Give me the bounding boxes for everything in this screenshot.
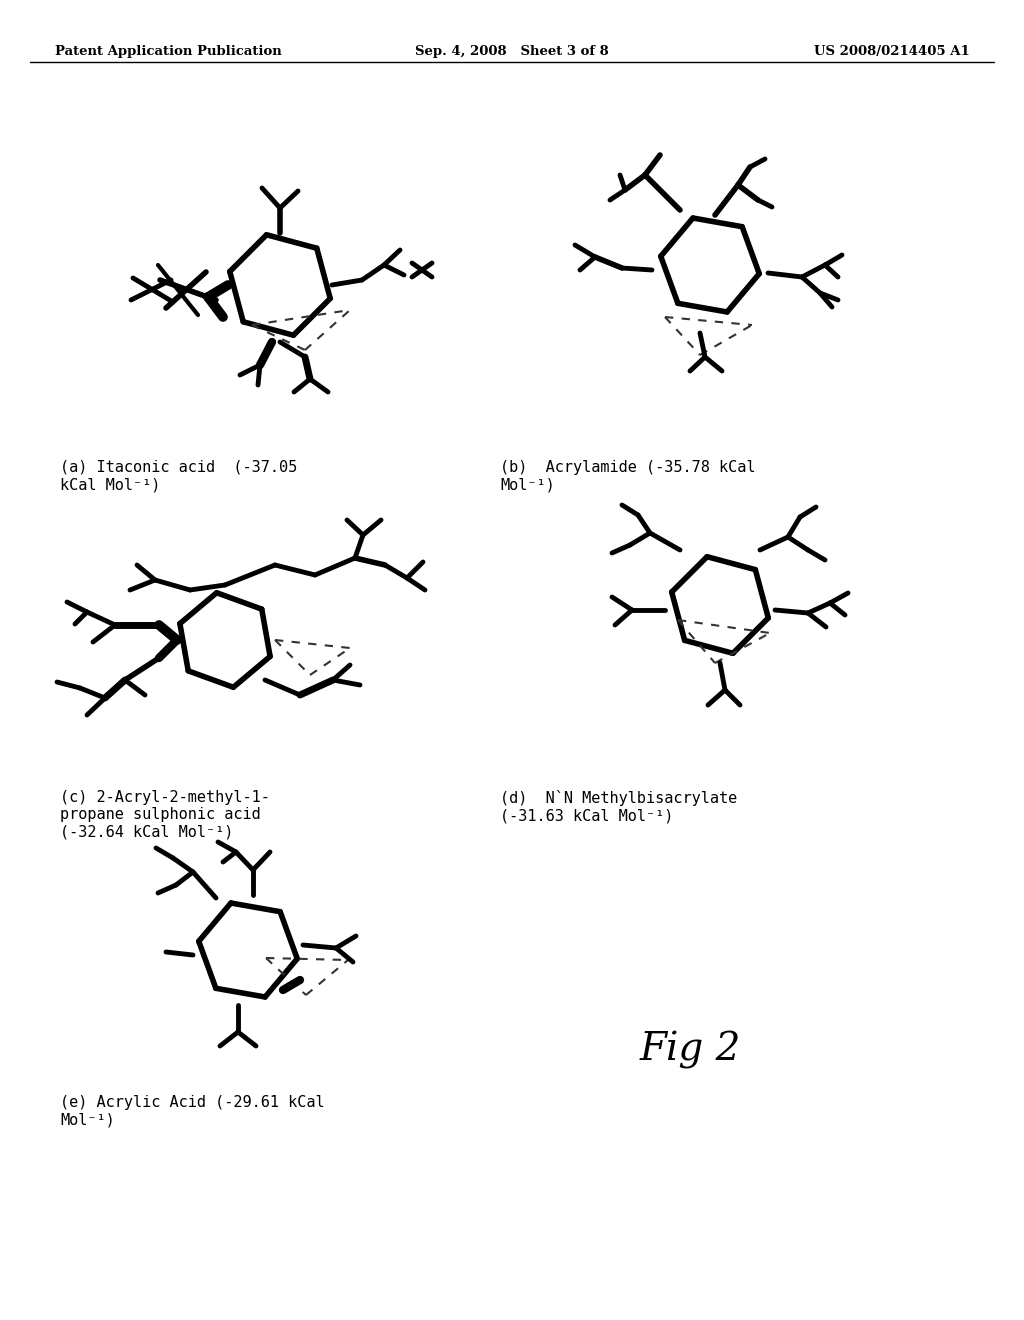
Text: Sep. 4, 2008   Sheet 3 of 8: Sep. 4, 2008 Sheet 3 of 8: [415, 45, 609, 58]
Text: (c) 2-Acryl-2-methyl-1-
propane sulphonic acid
(-32.64 kCal Mol⁻¹): (c) 2-Acryl-2-methyl-1- propane sulphoni…: [60, 789, 270, 840]
Text: (a) Itaconic acid  (-37.05
kCal Mol⁻¹): (a) Itaconic acid (-37.05 kCal Mol⁻¹): [60, 459, 297, 492]
Text: (e) Acrylic Acid (-29.61 kCal
Mol⁻¹): (e) Acrylic Acid (-29.61 kCal Mol⁻¹): [60, 1096, 325, 1127]
Text: (d)  N`N Methylbisacrylate
(-31.63 kCal Mol⁻¹): (d) N`N Methylbisacrylate (-31.63 kCal M…: [500, 789, 737, 824]
Text: Fig 2: Fig 2: [640, 1031, 741, 1069]
Text: US 2008/0214405 A1: US 2008/0214405 A1: [814, 45, 970, 58]
Text: Patent Application Publication: Patent Application Publication: [55, 45, 282, 58]
Text: (b)  Acrylamide (-35.78 kCal
Mol⁻¹): (b) Acrylamide (-35.78 kCal Mol⁻¹): [500, 459, 756, 492]
